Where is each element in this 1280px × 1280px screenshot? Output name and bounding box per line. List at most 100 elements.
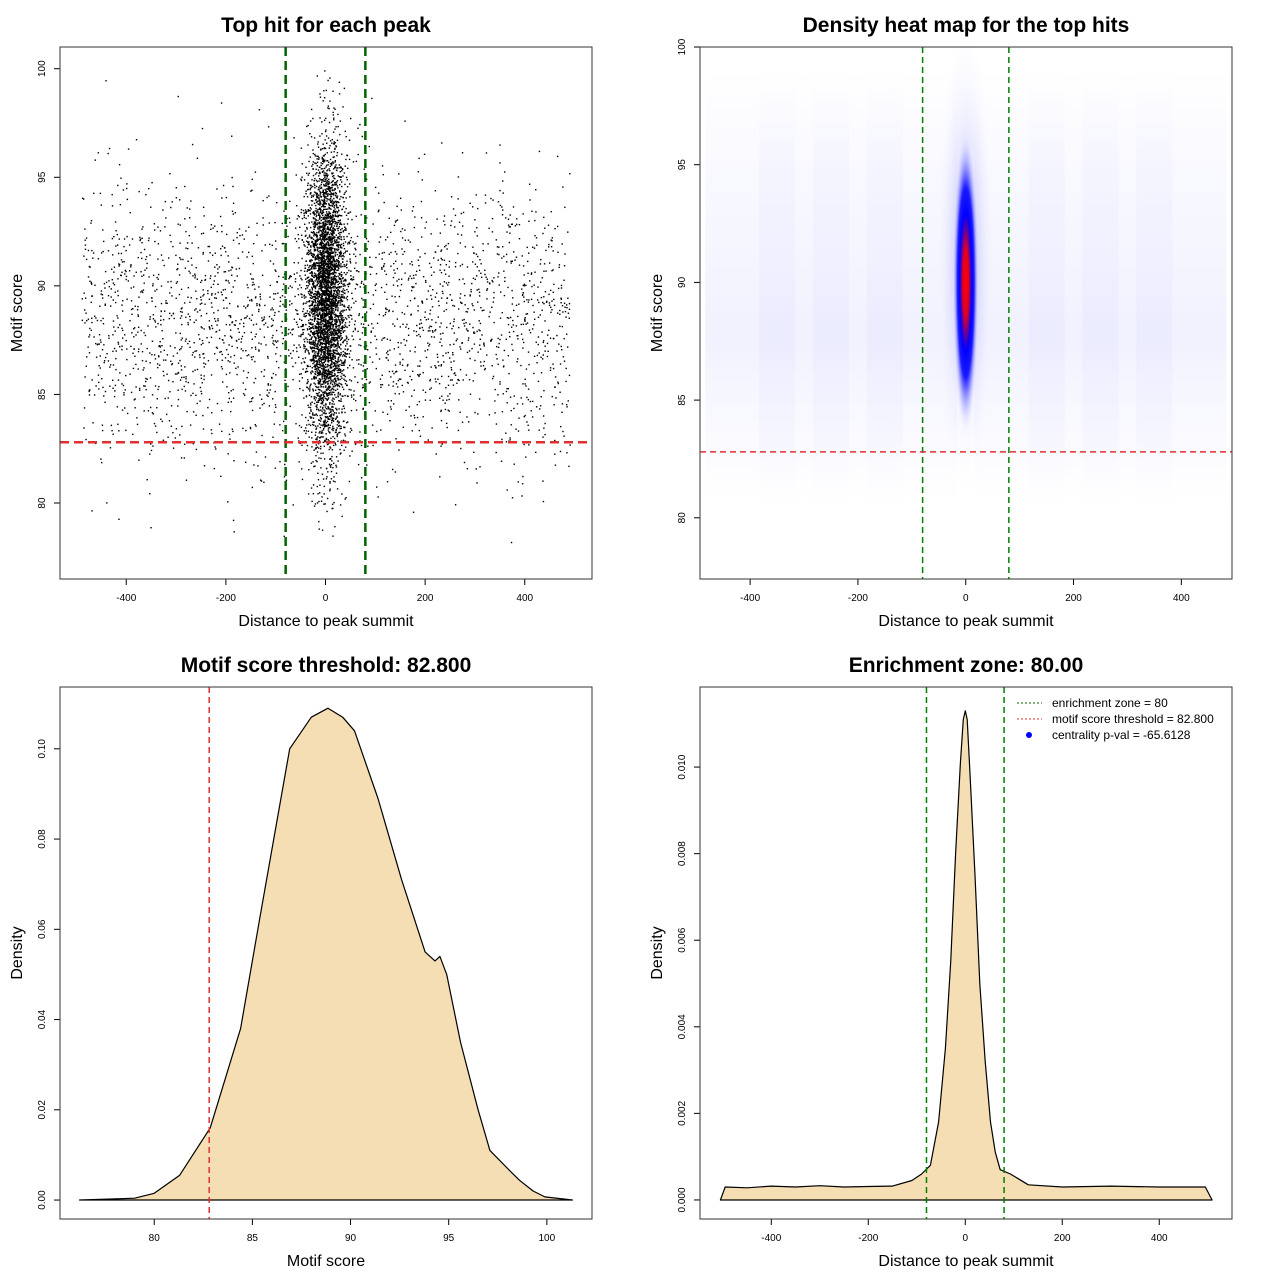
- scatter-point: [319, 201, 322, 203]
- scatter-point: [477, 207, 479, 210]
- scatter-point: [326, 510, 328, 513]
- scatter-point: [319, 202, 321, 204]
- scatter-point: [542, 500, 545, 503]
- scatter-point: [328, 249, 330, 251]
- scatter-point: [162, 259, 164, 262]
- scatter-point: [326, 152, 329, 154]
- scatter-point: [158, 356, 160, 358]
- scatter-point: [311, 241, 313, 243]
- scatter-point: [496, 246, 499, 248]
- scatter-point: [319, 484, 321, 486]
- scatter-point: [154, 358, 157, 360]
- scatter-point: [250, 400, 253, 403]
- scatter-point: [316, 439, 318, 441]
- scatter-point: [334, 215, 337, 217]
- scatter-point: [333, 370, 335, 372]
- scatter-point: [271, 244, 274, 247]
- scatter-point: [314, 153, 316, 156]
- scatter-point: [141, 290, 143, 292]
- scatter-point: [216, 264, 218, 266]
- scatter-point: [179, 242, 181, 244]
- scatter-point: [312, 357, 314, 359]
- scatter-point: [313, 299, 315, 301]
- scatter-point: [202, 414, 204, 417]
- scatter-point: [407, 327, 410, 330]
- scatter-point: [327, 397, 330, 399]
- scatter-point: [323, 375, 326, 378]
- scatter-point: [186, 410, 188, 413]
- scatter-point: [317, 393, 319, 395]
- scatter-point: [419, 435, 422, 437]
- scatter-point: [289, 405, 291, 408]
- scatter-point: [336, 319, 338, 321]
- scatter-point: [545, 301, 548, 303]
- scatter-point: [328, 448, 331, 451]
- scatter-point: [84, 244, 87, 246]
- scatter-point: [210, 275, 212, 277]
- scatter-point: [344, 241, 347, 243]
- scatter-point: [328, 189, 330, 191]
- scatter-point: [84, 322, 86, 324]
- scatter-point: [544, 227, 546, 229]
- scatter-point: [324, 201, 326, 204]
- scatter-point: [339, 214, 342, 217]
- scatter-point: [189, 319, 191, 321]
- scatter-point: [434, 329, 437, 331]
- scatter-point: [306, 270, 308, 273]
- scatter-point: [314, 371, 317, 373]
- scatter-point: [310, 208, 312, 210]
- scatter-point: [323, 301, 325, 303]
- scatter-point: [410, 415, 412, 417]
- scatter-point: [254, 377, 257, 380]
- scatter-point: [371, 323, 373, 325]
- scatter-point: [434, 364, 436, 367]
- scatter-point: [543, 216, 545, 219]
- scatter-point: [271, 318, 273, 320]
- scatter-point: [210, 286, 212, 289]
- scatter-point: [550, 311, 552, 314]
- scatter-point: [340, 290, 343, 293]
- scatter-point: [414, 346, 417, 348]
- scatter-point: [400, 283, 403, 286]
- scatter-point: [88, 390, 90, 393]
- scatter-point: [323, 445, 326, 447]
- scatter-point: [145, 255, 148, 258]
- scatter-point: [151, 340, 154, 342]
- scatter-point: [314, 259, 316, 261]
- scatter-point: [310, 280, 312, 282]
- scatter-point: [121, 337, 124, 339]
- scatter-point: [318, 329, 320, 331]
- scatter-point: [315, 234, 317, 236]
- scatter-point: [341, 185, 343, 188]
- scatter-point: [327, 232, 329, 234]
- scatter-point: [340, 238, 343, 241]
- scatter-point: [319, 270, 322, 273]
- scatter-point: [319, 262, 321, 265]
- scatter-point: [199, 400, 201, 402]
- scatter-point: [174, 437, 177, 439]
- scatter-point: [91, 510, 93, 512]
- scatter-point: [485, 276, 487, 278]
- scatter-point: [141, 241, 143, 244]
- scatter-point: [335, 280, 337, 283]
- scatter-point: [346, 178, 348, 181]
- scatter-point: [390, 376, 392, 378]
- scatter-point: [459, 348, 462, 350]
- scatter-point: [319, 171, 321, 173]
- scatter-point: [269, 384, 272, 386]
- scatter-point: [547, 224, 550, 226]
- scatter-point: [402, 426, 405, 428]
- scatter-point: [300, 334, 302, 336]
- scatter-point: [84, 228, 86, 230]
- scatter-point: [306, 196, 309, 198]
- scatter-point: [392, 310, 394, 313]
- scatter-point: [454, 265, 457, 268]
- scatter-point: [342, 283, 344, 286]
- scatter-point: [144, 334, 147, 337]
- scatter-point: [439, 397, 441, 399]
- scatter-point: [394, 272, 396, 274]
- scatter-point: [251, 486, 254, 489]
- scatter-point: [449, 379, 452, 381]
- scatter-point: [534, 219, 536, 222]
- scatter-point: [271, 324, 274, 327]
